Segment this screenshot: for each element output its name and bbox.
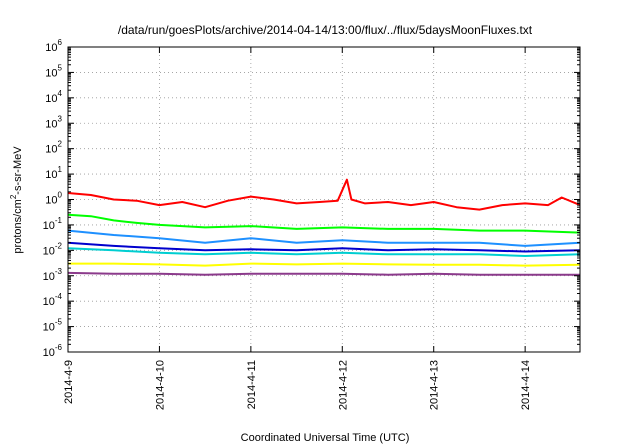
y-axis-label: protons/cm2-s-sr-MeV [9, 146, 24, 254]
y-tick-label: 10-6 [43, 343, 63, 359]
y-tick-label: 10-4 [43, 292, 63, 308]
y-tick-label: 101 [45, 165, 62, 181]
y-tick-label: 10-1 [43, 216, 63, 232]
series-line-1 [67, 178, 581, 211]
x-tick-label: 2014-4-9 [63, 360, 75, 404]
y-tick-label: 100 [45, 191, 62, 207]
grid [68, 47, 580, 352]
x-tick-label: 2014-4-12 [337, 360, 349, 410]
chart-title: /data/run/goesPlots/archive/2014-04-14/1… [118, 23, 533, 37]
series-line-4 [67, 247, 581, 257]
x-tick-label: 2014-4-13 [429, 360, 441, 410]
y-tick-label: 10-2 [43, 241, 63, 257]
series-group [67, 178, 581, 276]
series-line-6 [68, 262, 581, 267]
y-tick-label: 106 [45, 38, 62, 54]
y-tick-label: 10-3 [43, 267, 63, 283]
x-tick-label: 2014-4-10 [154, 360, 166, 410]
y-axis: 10-6 10-5 10-4 10-3 10-2 10-1 100 101 102 103 104 1… [43, 38, 580, 359]
series-line-3 [67, 229, 581, 247]
y-tick-label: 103 [45, 114, 62, 130]
y-tick-label: 104 [45, 89, 62, 105]
y-tick-label: 10-5 [43, 318, 63, 334]
series-line-7 [67, 271, 580, 276]
x-tick-label: 2014-4-14 [520, 360, 532, 410]
y-tick-label: 102 [45, 140, 62, 156]
series-line-2 [67, 213, 581, 234]
x-axis: 2014-4-9 2014-4-10 2014-4-11 2014-4-12 2014-… [63, 47, 532, 410]
x-tick-label: 2014-4-11 [246, 360, 258, 409]
y-tick-label: 105 [45, 63, 62, 79]
x-axis-label: Coordinated Universal Time (UTC) [241, 432, 410, 444]
series-line-5 [67, 241, 581, 253]
